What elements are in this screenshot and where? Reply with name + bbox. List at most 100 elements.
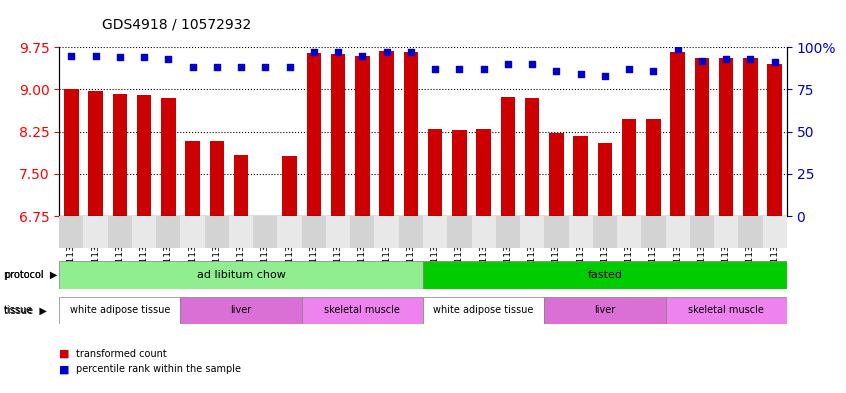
Bar bbox=[84, 216, 107, 248]
Bar bbox=[641, 216, 666, 248]
Bar bbox=[253, 216, 277, 248]
Text: transformed count: transformed count bbox=[76, 349, 167, 359]
Bar bbox=[496, 216, 520, 248]
Text: protocol  ▶: protocol ▶ bbox=[4, 270, 58, 280]
Bar bbox=[302, 216, 326, 248]
Bar bbox=[210, 141, 224, 216]
Text: percentile rank within the sample: percentile rank within the sample bbox=[76, 364, 241, 375]
Bar bbox=[180, 216, 205, 248]
Bar bbox=[355, 55, 370, 216]
Text: ad libitum chow: ad libitum chow bbox=[196, 270, 286, 280]
Point bbox=[332, 49, 345, 55]
Bar bbox=[520, 216, 544, 248]
Point bbox=[525, 61, 539, 67]
Bar bbox=[476, 129, 491, 216]
Point bbox=[283, 64, 296, 71]
Point bbox=[210, 64, 223, 71]
Point bbox=[550, 68, 563, 74]
Text: skeletal muscle: skeletal muscle bbox=[324, 305, 400, 316]
Point bbox=[113, 54, 127, 61]
Bar bbox=[107, 216, 132, 248]
Bar bbox=[646, 119, 661, 216]
Point bbox=[137, 54, 151, 61]
Point bbox=[501, 61, 514, 67]
Point bbox=[186, 64, 200, 71]
Bar bbox=[59, 216, 84, 248]
Bar bbox=[132, 216, 157, 248]
Text: fasted: fasted bbox=[587, 270, 623, 280]
Point bbox=[623, 66, 636, 72]
Bar bbox=[569, 216, 593, 248]
Bar bbox=[113, 94, 127, 216]
Text: ■: ■ bbox=[59, 349, 69, 359]
Bar bbox=[471, 216, 496, 248]
Point bbox=[646, 68, 660, 74]
Text: skeletal muscle: skeletal muscle bbox=[688, 305, 764, 316]
Bar bbox=[350, 216, 375, 248]
Text: tissue: tissue bbox=[4, 305, 33, 316]
Bar bbox=[714, 216, 739, 248]
Bar bbox=[306, 53, 321, 216]
Bar bbox=[739, 216, 762, 248]
Text: protocol: protocol bbox=[4, 270, 44, 280]
Point bbox=[574, 71, 587, 77]
Bar bbox=[593, 216, 617, 248]
Text: liver: liver bbox=[230, 305, 252, 316]
Bar bbox=[375, 216, 398, 248]
Bar bbox=[743, 59, 758, 216]
Bar bbox=[205, 216, 229, 248]
Bar bbox=[622, 119, 636, 216]
Point bbox=[380, 49, 393, 55]
Bar bbox=[423, 261, 787, 289]
Bar bbox=[404, 51, 418, 216]
Bar bbox=[670, 51, 685, 216]
Bar bbox=[302, 297, 423, 324]
Bar bbox=[428, 129, 442, 216]
Text: white adipose tissue: white adipose tissue bbox=[433, 305, 534, 316]
Bar bbox=[180, 297, 302, 324]
Text: ■: ■ bbox=[59, 364, 69, 375]
Bar bbox=[88, 91, 103, 216]
Bar bbox=[574, 136, 588, 216]
Point bbox=[719, 56, 733, 62]
Bar bbox=[59, 261, 423, 289]
Bar bbox=[398, 216, 423, 248]
Point bbox=[404, 49, 418, 55]
Text: tissue  ▶: tissue ▶ bbox=[4, 305, 47, 316]
Bar bbox=[666, 216, 689, 248]
Text: GDS4918 / 10572932: GDS4918 / 10572932 bbox=[102, 17, 250, 31]
Bar bbox=[762, 216, 787, 248]
Bar bbox=[767, 64, 782, 216]
Point bbox=[234, 64, 248, 71]
Bar bbox=[277, 216, 302, 248]
Bar bbox=[331, 55, 345, 216]
Point bbox=[453, 66, 466, 72]
Point bbox=[768, 59, 782, 66]
Point bbox=[695, 57, 709, 64]
Bar bbox=[326, 216, 350, 248]
Point bbox=[259, 64, 272, 71]
Point bbox=[428, 66, 442, 72]
Bar bbox=[617, 216, 641, 248]
Text: white adipose tissue: white adipose tissue bbox=[69, 305, 170, 316]
Point bbox=[355, 52, 369, 59]
Point bbox=[744, 56, 757, 62]
Bar bbox=[666, 297, 787, 324]
Point bbox=[64, 52, 78, 59]
Point bbox=[307, 49, 321, 55]
Bar bbox=[423, 216, 448, 248]
Bar bbox=[597, 143, 613, 216]
Bar bbox=[283, 156, 297, 216]
Bar bbox=[689, 216, 714, 248]
Bar bbox=[719, 59, 733, 216]
Point bbox=[89, 52, 102, 59]
Bar bbox=[59, 297, 180, 324]
Bar bbox=[185, 141, 200, 216]
Bar bbox=[501, 97, 515, 216]
Bar bbox=[258, 216, 272, 217]
Bar bbox=[448, 216, 471, 248]
Bar bbox=[695, 59, 709, 216]
Point bbox=[162, 56, 175, 62]
Bar bbox=[544, 216, 569, 248]
Bar bbox=[544, 297, 666, 324]
